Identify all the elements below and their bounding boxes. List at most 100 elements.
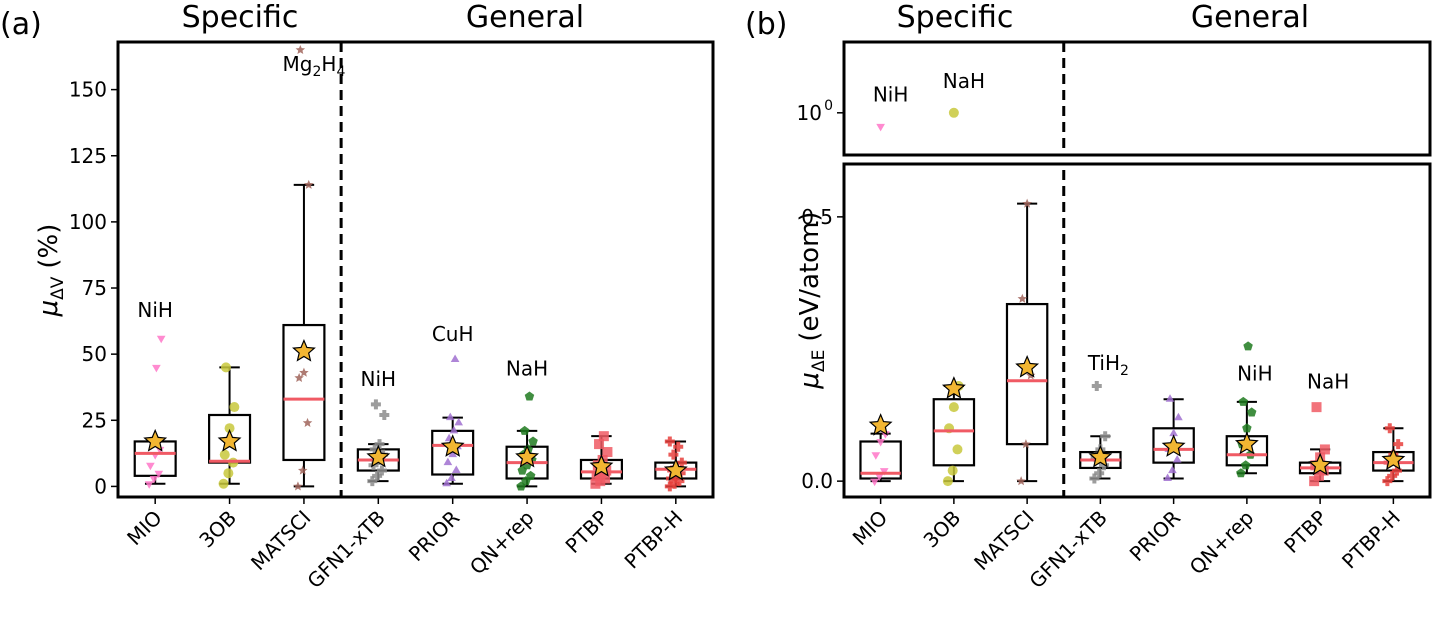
panel-b-xtick-label-ptbp: PTBP	[1279, 506, 1331, 558]
panel-a-qn-rep-annotation: NaH	[506, 356, 548, 380]
panel-a-ylabel-main: μ	[34, 300, 64, 318]
panel-a-mio-point	[154, 470, 164, 479]
panel-b-prior-series	[1152, 394, 1195, 481]
panel-a-ytick-label: 125	[69, 144, 107, 168]
panel-b-prior-point	[1165, 394, 1175, 402]
panel-b-mio-point	[870, 478, 879, 487]
panel-a-matsci-annotation-sub2: 4	[336, 64, 345, 80]
panel-a-prior-point	[447, 473, 456, 481]
panel-a-matsci-point	[299, 367, 309, 377]
panel-b-top-frame	[842, 40, 1432, 157]
panel-a-ptbp-series	[579, 431, 623, 489]
panel-b-mio-point	[876, 439, 885, 447]
panel-a-matsci-box	[282, 323, 326, 462]
panel-a-3ob-point	[220, 362, 231, 373]
panel-b-plot: 0.0 0.5 10 0 NiH NaH TiH2 NiH NaH MIO 3OB MATSCIGFN…	[797, 40, 1432, 593]
panel-b-xtick-label-matsci: MATSCI	[969, 506, 1038, 575]
panel-a-matsci-point	[294, 372, 304, 382]
panel-b-xtick-label-3ob: 3OB	[919, 506, 966, 553]
panel-b-ptbp-point	[1319, 444, 1330, 455]
panel-b-qn-rep-point	[1240, 460, 1251, 470]
panel-b-3ob-point	[947, 465, 958, 476]
panel-a-3ob-mean-star	[217, 428, 242, 452]
panel-b-mio-mean-star	[868, 413, 893, 436]
panel-a-gfn1-xtb-point	[374, 439, 385, 450]
panel-a-xtick-label-matsci: MATSCI	[246, 506, 315, 575]
panel-a-qn-rep-annotation-text: NaH	[506, 356, 548, 380]
panel-b-3ob-point	[942, 476, 953, 487]
panel-b-prior-box	[1152, 427, 1195, 464]
panel-b-axis-break-gap	[842, 156, 1432, 163]
panel-b-mio-point	[881, 431, 890, 439]
panel-b-gfn1-xtb-point	[1091, 381, 1102, 391]
panel-a-matsci-mean-star	[292, 338, 316, 362]
panel-a-mio-series	[133, 335, 177, 489]
panel-b-ptbp-h-series	[1372, 423, 1415, 487]
panel-b-qn-rep-series	[1225, 341, 1269, 478]
panel-a-prior-point	[442, 478, 452, 487]
panel-a-gfn1-xtb-point	[367, 476, 378, 487]
panel-b-gfn1-xtb-series	[1079, 381, 1122, 484]
panel-a-matsci-annotation-text: Mg	[283, 52, 313, 76]
panel-a-ytick-label: 75	[82, 276, 107, 300]
panel-a-mio-point	[146, 462, 155, 471]
panel-b-mio-point	[871, 452, 881, 460]
panel-a-xtick-label-mio: MIO	[122, 506, 166, 550]
panel-b-ytick-label: 0.0	[801, 469, 833, 493]
panel-a-gfn1-xtb-series	[356, 399, 400, 487]
panel-b-ylabel-sub: ΔE	[809, 350, 829, 372]
panel-b-matsci-mean-star	[1015, 354, 1040, 378]
panel-b-3ob-annotation: NaH	[943, 69, 985, 93]
panel-a-prior-point	[451, 465, 461, 474]
panel-b-3ob-annotation-text: NaH	[943, 69, 985, 93]
panel-b-prior-point	[1168, 465, 1177, 474]
panel-b-mio-annotation: NiH	[873, 83, 909, 107]
panel-a-ylabel-sub: ΔV	[48, 276, 68, 300]
panel-a-ptbp-h-point	[668, 449, 679, 460]
panel-b-prior-mean-star	[1161, 434, 1186, 457]
panel-b-ptbp-annotation-text: NaH	[1307, 370, 1349, 394]
panel-b-ptbp-point	[1311, 402, 1322, 413]
panel-b-ptbp-annotation: NaH	[1307, 370, 1349, 394]
panel-b-ptbp-h-mean-star	[1381, 447, 1406, 471]
panel-b-xtick-label-ptbp-h: PTBP-H	[1337, 506, 1405, 574]
panel-b-ylabel-unit: (eV/atom)	[795, 211, 825, 341]
panel-b-3ob-point	[952, 444, 963, 455]
panel-b-qn-rep-point	[1238, 396, 1249, 406]
panel-b-gfn1-xtb-annotation-sub: 2	[1120, 363, 1129, 379]
panel-a-ptbp-mean-star	[589, 454, 614, 477]
panel-a-ptbp-h-point	[673, 441, 684, 452]
panel-a-mio-point	[152, 364, 161, 373]
panel-a-frame	[116, 40, 715, 499]
panel-b-ylabel: μΔE (eV/atom)	[795, 211, 829, 389]
panel-a-ptbp-h-point	[674, 476, 685, 487]
panel-b-gfn1-xtb-annotation-text: TiH	[1087, 351, 1120, 375]
panel-b-gfn1-xtb-point	[1098, 460, 1109, 471]
panel-a-ptbp-point	[602, 447, 613, 458]
panel-a-mio-point	[156, 335, 166, 344]
panel-a-qn-rep-point	[524, 391, 535, 401]
panel-b-ptbp-h-point	[1393, 439, 1404, 450]
panel-a-3ob-point	[223, 468, 234, 479]
panel-a-matsci-point	[303, 179, 314, 189]
panel-b-mio-top-outlier	[876, 123, 885, 132]
panel-a-gfn1-xtb-point	[372, 470, 383, 481]
panel-b-xtick-label-prior: PRIOR	[1125, 505, 1186, 566]
panel-a-xtick-label-gfn1-xtb: GFN1-xTB	[302, 506, 389, 593]
panel-a-ytick-label: 100	[69, 210, 107, 234]
panel-a-ptbp-h-point	[664, 481, 675, 492]
panel-b-ptbp-h-point	[1391, 465, 1402, 476]
panel-b-top-ytick-exponent: 0	[824, 98, 833, 114]
panel-a-matsci-annotation: Mg2H4	[283, 52, 346, 80]
panel-b-qn-rep-annotation-text: NiH	[1237, 362, 1273, 386]
panel-a-gfn1-xtb-point	[370, 399, 381, 410]
panel-a-ptbp-h-point	[669, 478, 680, 489]
panel-a-prior-point	[449, 425, 459, 434]
panel-b-label: (b)	[745, 7, 787, 42]
panel-b-3ob-series	[932, 376, 976, 487]
panel-a-gfn1-xtb-annotation: NiH	[361, 367, 397, 391]
panel-b-ptbp-h-point	[1382, 476, 1393, 487]
panel-a-ptbp-h-point	[676, 457, 687, 468]
panel-a-mio-point	[149, 475, 159, 484]
panel-b-mio-series	[859, 413, 902, 487]
